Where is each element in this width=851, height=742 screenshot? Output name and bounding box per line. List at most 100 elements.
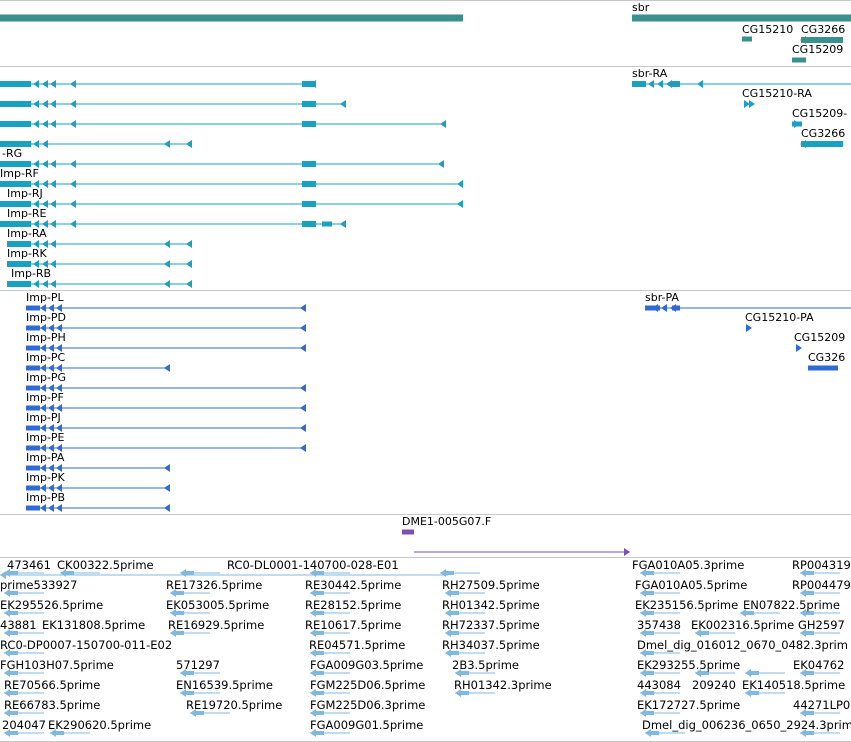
est-label[interactable]: RC0-DL0001-140700-028-E01 — [227, 558, 399, 572]
gene-label-cg15209[interactable]: CG15209 — [792, 43, 844, 56]
protein-label[interactable]: Imp-PE — [26, 431, 65, 444]
protein-label[interactable]: Imp-PJ — [26, 411, 61, 424]
gene-label-sbr[interactable]: sbr — [632, 1, 650, 14]
transcript-label[interactable]: CG3266 — [801, 127, 846, 140]
protein-label[interactable]: Imp-PF — [26, 391, 64, 404]
est-label[interactable]: EN07822.5prime — [743, 598, 840, 612]
est-label[interactable]: RH72337.5prime — [442, 618, 540, 632]
est-label[interactable]: RC0-DP0007-150700-011-E02 — [0, 638, 173, 652]
strand-arrow — [300, 444, 306, 452]
est-label[interactable]: EK053005.5prime — [166, 598, 270, 612]
est-label[interactable]: 443084 — [637, 678, 681, 692]
strand-arrow — [40, 344, 46, 352]
protein-label[interactable]: CG15210-PA — [745, 311, 814, 324]
track-separator — [0, 290, 851, 291]
est-label[interactable]: RE17326.5prime — [166, 578, 263, 592]
est-label[interactable]: 44271LP0 — [793, 698, 851, 712]
est-label[interactable]: RE70566.5prime — [4, 678, 101, 692]
est-label[interactable]: RH34037.5prime — [442, 638, 540, 652]
est-label[interactable]: RH01342.5prime — [442, 598, 540, 612]
strand-arrow — [40, 464, 46, 472]
est-label[interactable]: FGA009G01.5prime — [310, 718, 424, 732]
est-label[interactable]: 209240 — [692, 678, 736, 692]
protein-label[interactable]: Imp-PL — [26, 291, 64, 304]
protein-label[interactable]: Imp-PK — [26, 471, 65, 484]
transcript-label[interactable]: Imp-RE — [7, 207, 47, 220]
est-label[interactable]: 357438 — [637, 618, 681, 632]
strand-arrow — [40, 304, 46, 312]
track-separator — [0, 514, 851, 515]
est-label[interactable]: RE16929.5prime — [168, 618, 265, 632]
est-label[interactable]: EK04762 — [793, 658, 845, 672]
est-label[interactable]: prime533927 — [0, 578, 78, 592]
exon-block — [792, 57, 806, 63]
strand-arrow — [794, 120, 800, 128]
protein-label[interactable]: Imp-PC — [26, 351, 66, 364]
protein-label[interactable]: Imp-PG — [26, 371, 67, 384]
est-label[interactable]: 204047 — [2, 718, 46, 732]
est-label[interactable]: Dmel_dig_016012_0670_0482.3prim — [637, 638, 848, 652]
est-label[interactable]: RE66783.5prime — [4, 698, 101, 712]
est-label[interactable]: EK172727.5prime — [637, 698, 741, 712]
est-label[interactable]: FGA010A05.3prime — [632, 558, 745, 572]
est-label[interactable]: EK131808.5prime — [42, 618, 146, 632]
protein-label[interactable]: sbr-PA — [645, 291, 679, 304]
est-label[interactable]: EK140518.5prime — [742, 678, 846, 692]
protein-label[interactable]: Imp-PB — [26, 491, 66, 504]
est-label[interactable]: RE19720.5prime — [186, 698, 283, 712]
exon-block — [672, 81, 680, 87]
est-label[interactable]: RH01342.3prime — [454, 678, 552, 692]
est-label[interactable]: EK295526.5prime — [0, 598, 104, 612]
transcript-label[interactable]: Imp-RB — [11, 267, 52, 280]
strand-arrow — [40, 424, 46, 432]
exon-block — [0, 14, 463, 22]
est-label[interactable]: Dmel_dig_006236_0650_2924.3prim — [642, 718, 851, 732]
transcript-label[interactable]: Imp-RJ — [7, 187, 43, 200]
strand-arrow — [800, 36, 806, 44]
strand-arrow — [4, 729, 10, 737]
gene-label-cg15210[interactable]: CG15210 — [742, 23, 794, 36]
transcript-label[interactable]: Imp-RF — [0, 167, 39, 180]
exon-block — [701, 631, 709, 635]
est-label[interactable]: 43881 — [0, 618, 37, 632]
est-label[interactable]: CK00322.5prime — [57, 558, 154, 572]
protein-label[interactable]: Imp-PH — [26, 331, 66, 344]
transcript-label[interactable]: CG15209- — [792, 107, 848, 120]
strand-arrow — [42, 180, 48, 188]
est-label[interactable]: GH2597 — [798, 618, 845, 632]
transcript-label[interactable]: Imp-RA — [7, 227, 47, 240]
transcript-label[interactable]: sbr-RA — [632, 67, 668, 80]
est-label[interactable]: RE10617.5prime — [305, 618, 402, 632]
gene-label-cg3266[interactable]: CG3266 — [801, 23, 846, 36]
clone-label[interactable]: DME1-005G07.F — [402, 515, 492, 528]
est-label[interactable]: EK293255.5prime — [637, 658, 741, 672]
est-label[interactable]: RP004479 — [792, 578, 851, 592]
protein-label[interactable]: CG326 — [808, 351, 846, 364]
transcript-label[interactable]: -RG — [2, 147, 23, 160]
est-label[interactable]: EK002316.5prime — [691, 618, 795, 632]
transcript-label[interactable]: Imp-RK — [7, 247, 47, 260]
est-label[interactable]: FGA009G03.5prime — [310, 658, 424, 672]
est-label[interactable]: EK290620.5prime — [48, 718, 152, 732]
est-label[interactable]: RH27509.5prime — [442, 578, 540, 592]
protein-label[interactable]: Imp-PA — [26, 451, 65, 464]
est-label[interactable]: EK235156.5prime — [635, 598, 739, 612]
est-label[interactable]: RP004319 — [792, 558, 851, 572]
est-label[interactable]: FGA010A05.5prime — [635, 578, 748, 592]
exon-block — [316, 651, 324, 655]
protein-label[interactable]: CG15209 — [794, 331, 846, 344]
strand-arrow — [186, 280, 192, 288]
protein-label[interactable]: Imp-PD — [26, 311, 67, 324]
est-label[interactable]: 2B3.5prime — [452, 658, 519, 672]
transcript-label[interactable]: CG15210-RA — [742, 87, 812, 100]
strand-arrow — [657, 80, 663, 88]
est-label[interactable]: FGM225D06.3prime — [310, 698, 426, 712]
est-label[interactable]: RE30442.5prime — [305, 578, 402, 592]
est-label[interactable]: 473461 — [7, 558, 51, 572]
est-label[interactable]: FGM225D06.5prime — [310, 678, 426, 692]
est-label[interactable]: RE04571.5prime — [309, 638, 406, 652]
est-label[interactable]: EN16539.5prime — [176, 678, 273, 692]
est-label[interactable]: RE28152.5prime — [305, 598, 402, 612]
est-label[interactable]: 571297 — [176, 658, 220, 672]
est-label[interactable]: FGH103H07.5prime — [0, 658, 114, 672]
